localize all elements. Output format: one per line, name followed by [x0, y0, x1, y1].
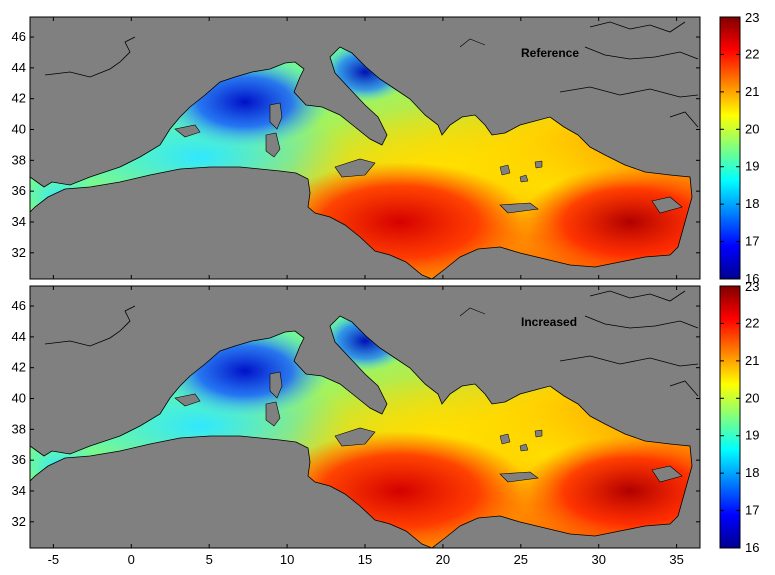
y-tick-label: 38: [12, 421, 26, 436]
y-tick-label: 36: [12, 183, 26, 198]
x-tick-label: -5: [48, 552, 60, 567]
x-tick-label: 30: [591, 552, 605, 567]
y-tick-label: 46: [12, 298, 26, 313]
y-tick-label: 44: [12, 329, 26, 344]
y-tick-label: 42: [12, 91, 26, 106]
panel-label-increased: Increased: [521, 315, 577, 329]
colorbar-tick-label: 18: [745, 196, 759, 211]
colorbar-tick-label: 18: [745, 465, 759, 480]
colorbar-tick-label: 17: [745, 503, 759, 518]
colorbar-tick-label: 21: [745, 84, 759, 99]
y-tick-label: 40: [12, 122, 26, 137]
x-tick-label: 35: [669, 552, 683, 567]
y-tick-label: 32: [12, 245, 26, 260]
x-tick-label: 20: [436, 552, 450, 567]
x-tick-label: 5: [206, 552, 213, 567]
map-panel-increased: Increased 32 34 36 38 40 42 44 46 -5 0 5 10 15 20 25 3…: [12, 285, 701, 567]
y-tick-label: 44: [12, 60, 26, 75]
map-panel-reference: Reference 32 34 36 38 40 42 44 46: [12, 16, 701, 280]
y-tick-label: 38: [12, 152, 26, 167]
y-tick-label: 34: [12, 483, 26, 498]
colorbar-tick-label: 20: [745, 390, 759, 405]
x-axis-bottom: -5 0 5 10 15 20 25 30 35: [48, 286, 684, 567]
colorbar-top: 16 17 18 19 20 21 22 23: [719, 10, 759, 286]
y-tick-label: 34: [12, 214, 26, 229]
colorbar-bottom: 16 17 18 19 20 21 22 23: [719, 279, 759, 555]
x-tick-label: 15: [358, 552, 372, 567]
x-tick-label: 0: [128, 552, 135, 567]
y-tick-label: 36: [12, 452, 26, 467]
y-tick-label: 40: [12, 391, 26, 406]
colorbar-tick-label: 20: [745, 121, 759, 136]
colorbar-tick-label: 23: [745, 279, 759, 294]
panel-label-reference: Reference: [521, 46, 579, 60]
y-tick-label: 46: [12, 29, 26, 44]
colorbar-tick-label: 21: [745, 353, 759, 368]
colorbar-tick-label: 19: [745, 428, 759, 443]
y-tick-label: 42: [12, 360, 26, 375]
colorbar-tick-label: 22: [745, 315, 759, 330]
colorbar-tick-label: 17: [745, 234, 759, 249]
colorbar-tick-label: 22: [745, 46, 759, 61]
y-axis-top: 32 34 36 38 40 42 44 46: [12, 17, 700, 279]
colorbar-tick-label: 19: [745, 159, 759, 174]
x-tick-label: 10: [280, 552, 294, 567]
colorbar-tick-label: 16: [745, 540, 759, 555]
x-tick-label: 25: [514, 552, 528, 567]
y-tick-label: 32: [12, 514, 26, 529]
y-axis-bottom: 32 34 36 38 40 42 44 46: [12, 298, 700, 529]
colorbar-tick-label: 16: [745, 271, 759, 286]
colorbar-tick-label: 23: [745, 10, 759, 25]
